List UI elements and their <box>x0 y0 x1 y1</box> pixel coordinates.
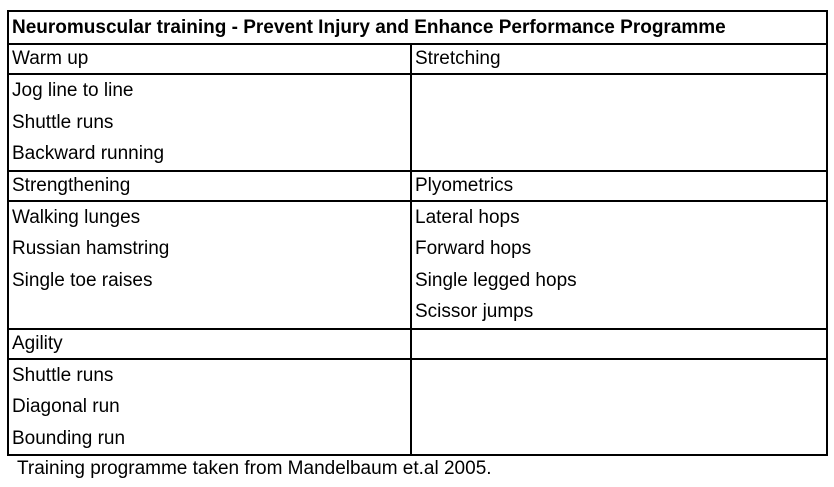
section-header-row: Strengthening Plyometrics <box>7 169 829 202</box>
exercise-item: Shuttle runs <box>12 111 114 133</box>
table-title: Neuromuscular training - Prevent Injury … <box>6 10 829 45</box>
section-content-row: Shuttle runs Diagonal run Bounding run <box>7 357 829 456</box>
agility-header: Agility <box>7 327 412 360</box>
exercise-item: Jog line to line <box>12 80 134 101</box>
agility-items-cell: Shuttle runs Diagonal run Bounding run <box>7 357 412 456</box>
exercise-item: Russian hamstring <box>12 238 170 259</box>
exercise-item: Lateral hops <box>415 206 520 228</box>
exercise-item: Scissor jumps <box>415 301 534 322</box>
plyometrics-items-cell: Lateral hops Forward hops Single legged … <box>409 199 829 330</box>
source-caption: Training programme taken from Mandelbaum… <box>17 458 492 479</box>
exercise-item: Single toe raises <box>12 269 153 291</box>
exercise-item: Walking lunges <box>12 206 141 228</box>
empty-header-cell <box>409 327 829 360</box>
stretching-items-cell <box>409 73 829 172</box>
exercise-item: Shuttle runs <box>12 364 114 386</box>
plyometrics-header: Plyometrics <box>409 169 829 202</box>
empty-items-cell <box>409 357 829 456</box>
exercise-item: Forward hops <box>415 238 532 259</box>
strengthening-header: Strengthening <box>7 169 412 202</box>
section-content-row: Jog line to line Shuttle runs Backward r… <box>7 73 829 172</box>
stretching-header: Stretching <box>409 43 829 75</box>
section-header-row: Agility <box>7 327 829 360</box>
warm-up-items-cell: Jog line to line Shuttle runs Backward r… <box>7 73 412 172</box>
title-row: Neuromuscular training - Prevent Injury … <box>6 10 829 45</box>
training-programme-table: Neuromuscular training - Prevent Injury … <box>6 10 829 456</box>
section-content-row: Walking lunges Russian hamstring Single … <box>7 199 829 330</box>
warm-up-header: Warm up <box>7 43 412 75</box>
exercise-item: Bounding run <box>12 427 126 449</box>
strengthening-items-cell: Walking lunges Russian hamstring Single … <box>7 199 412 330</box>
section-header-row: Warm up Stretching <box>7 43 829 75</box>
exercise-item: Single legged hops <box>415 269 577 291</box>
exercise-item: Diagonal run <box>12 396 120 417</box>
exercise-item: Backward running <box>12 143 165 164</box>
